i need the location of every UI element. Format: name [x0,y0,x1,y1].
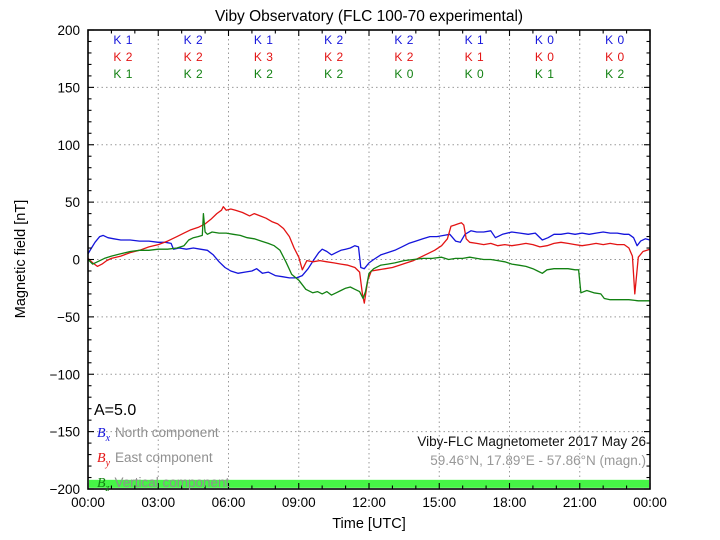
legend-row-east: By East component [97,448,229,473]
y-tick-label: −150 [50,425,80,440]
y-tick-label: 200 [57,23,80,38]
y-axis-label: Magnetic field [nT] [13,199,29,319]
k-index-label: K 1 [465,33,485,47]
k-index-label: K 0 [535,33,555,47]
k-index-label: K 1 [535,67,555,81]
x-tick-label: 21:00 [563,495,597,510]
k-index-label: K 2 [113,50,133,64]
k-index-label: K 1 [113,67,133,81]
legend-row-vertical: Bz Vertical component [97,473,229,498]
k-index-label: K 0 [394,67,414,81]
k-index-label: K 2 [184,67,204,81]
k-index-label: K 2 [394,33,414,47]
north-series-symbol: Bx [97,426,111,444]
vertical-component-line [87,212,650,302]
page-title: Viby Observatory (FLC 100-70 experimenta… [214,8,524,25]
station-credit: Viby-FLC Magnetometer 2017 May 26 59.46°… [417,433,646,470]
legend-label: North component [115,425,219,440]
legend-label: Vertical component [114,474,230,490]
k-index-label: K 2 [324,50,344,64]
y-tick-label: 50 [65,195,80,210]
k-index-label: K 1 [254,33,274,47]
a-index-annotation: A=5.0 [94,402,137,419]
x-tick-label: 09:00 [282,495,316,510]
station-coordinates: 59.46°N, 17.89°E - 57.86°N (magn.) [430,452,646,468]
station-credit-title: Viby-FLC Magnetometer 2017 May 26 [417,434,646,449]
k-index-label: K 0 [605,50,625,64]
x-tick-label: 12:00 [352,495,386,510]
y-tick-label: −50 [57,310,80,325]
k-index-label: K 2 [324,33,344,47]
y-tick-label: 100 [57,138,80,153]
x-axis-label: Time [UTC] [332,516,406,532]
vertical-series-symbol: Bz [97,475,110,494]
x-tick-label: 15:00 [422,495,456,510]
k-index-label: K 2 [184,33,204,47]
k-index-label: K 2 [605,67,625,81]
y-tick-label: 150 [57,80,80,95]
legend: Bx North component By East component Bz Ver… [97,423,229,497]
east-component-line [87,206,651,304]
x-tick-label: 06:00 [212,495,246,510]
k-index-label: K 2 [184,50,204,64]
k-index-label: K 0 [465,67,485,81]
k-index-label: K 1 [465,50,485,64]
k-index-label: K 3 [254,50,274,64]
k-index-label: K 0 [535,50,555,64]
k-index-label: K 2 [324,67,344,81]
y-tick-label: −100 [50,367,80,382]
k-index-label: K 0 [605,33,625,47]
k-index-label: K 2 [254,67,274,81]
x-tick-label: 18:00 [493,495,527,510]
k-index-label: K 2 [394,50,414,64]
x-tick-label: 00:00 [633,495,667,510]
k-index-label: K 1 [113,33,133,47]
legend-label: East component [115,449,213,465]
legend-row-north: Bx North component [97,423,229,448]
y-tick-label: −200 [50,482,80,497]
east-series-symbol: By [97,450,111,469]
x-tick-label: 03:00 [141,495,175,510]
y-tick-label: 0 [72,253,80,268]
north-component-line [87,230,651,279]
x-tick-label: 00:00 [71,495,105,510]
